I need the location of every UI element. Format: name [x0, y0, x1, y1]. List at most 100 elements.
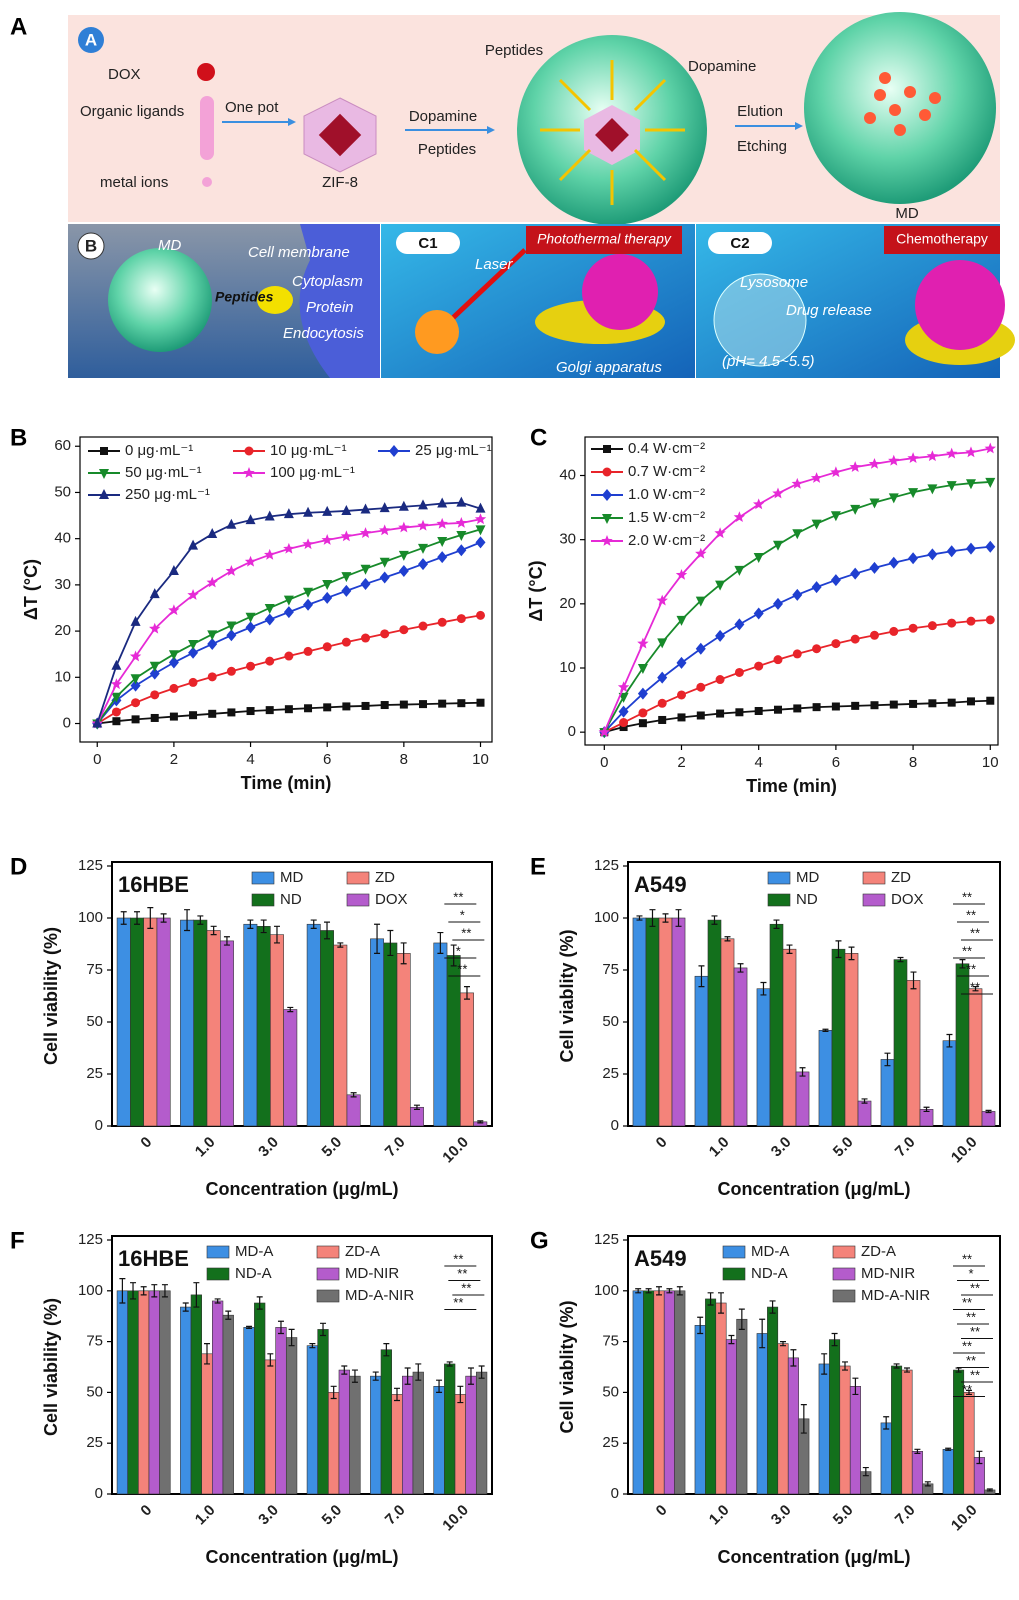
bar: [243, 923, 258, 1127]
y-tick-label: 25: [602, 1434, 619, 1451]
x-tick-label: 7.0: [892, 1502, 919, 1529]
legend-swatch: [767, 893, 791, 907]
marker: [965, 542, 976, 555]
marker: [283, 542, 295, 554]
error-bar: [120, 911, 127, 925]
marker: [284, 705, 293, 714]
metal-icon: [202, 177, 212, 187]
error-bar: [267, 1353, 274, 1367]
marker: [149, 622, 161, 634]
significance: **: [453, 1251, 463, 1266]
error-bar: [287, 1006, 294, 1013]
bar: [212, 1300, 224, 1495]
error-bar: [945, 1447, 952, 1451]
marker: [150, 690, 160, 700]
label: Peptides: [485, 42, 543, 59]
error-bar: [862, 1466, 869, 1477]
marker: [168, 656, 179, 669]
marker: [245, 514, 256, 525]
bar: [402, 1375, 414, 1495]
x-tick-label: 3.0: [255, 1502, 282, 1529]
y-tick-label: 40: [559, 466, 576, 483]
significance: **: [966, 961, 976, 976]
marker: [398, 500, 409, 511]
error-bar: [852, 1377, 859, 1396]
legend-marker: [601, 535, 613, 546]
label: Endocytosis: [283, 325, 364, 342]
bar: [320, 930, 334, 1127]
marker: [322, 642, 332, 652]
error-bar: [848, 946, 855, 961]
legend-marker: [99, 489, 109, 499]
marker: [303, 587, 314, 598]
error-bar: [821, 1353, 828, 1375]
marker: [361, 701, 370, 710]
bar: [465, 1375, 477, 1495]
marker: [716, 709, 725, 718]
x-axis-label: Concentration (μg/mL): [718, 1179, 911, 1199]
legend-swatch: [346, 893, 370, 907]
panel-label: D: [10, 853, 27, 880]
bar: [222, 1314, 234, 1495]
marker: [111, 692, 122, 703]
bar: [409, 1106, 424, 1127]
marker: [773, 705, 782, 714]
marker: [792, 529, 803, 540]
legend-label: MD-A-NIR: [861, 1287, 930, 1304]
error-bar: [861, 1098, 868, 1104]
x-tick-label: 7.0: [382, 1502, 409, 1529]
y-tick-label: 25: [86, 1434, 103, 1451]
marker: [129, 650, 142, 662]
bar: [736, 1318, 748, 1495]
bar: [906, 980, 921, 1127]
panel-label: B: [10, 424, 27, 451]
error-bar: [835, 940, 842, 959]
marker: [792, 649, 802, 659]
panel-label: G: [530, 1227, 549, 1254]
bar: [829, 1339, 841, 1495]
legend-label: ND: [796, 891, 818, 908]
y-tick-label: 0: [63, 714, 71, 731]
significance: **: [970, 925, 980, 940]
marker: [830, 466, 842, 478]
legend-label: ZD: [375, 869, 395, 886]
marker: [475, 502, 486, 513]
marker: [188, 539, 199, 550]
marker: [378, 524, 391, 536]
legend-label: ND-A: [751, 1265, 788, 1282]
marker: [342, 702, 351, 711]
error-bar: [404, 1367, 411, 1385]
error-bar: [966, 1389, 972, 1396]
error-bar: [337, 942, 344, 948]
bar: [891, 1365, 903, 1495]
error-bar: [883, 1416, 890, 1430]
bar: [130, 917, 144, 1127]
x-tick-label: 0: [137, 1502, 155, 1520]
marker: [946, 545, 957, 558]
marker: [436, 517, 448, 529]
marker: [207, 528, 218, 539]
bar: [190, 1294, 202, 1495]
marker: [753, 607, 764, 620]
marker: [304, 704, 313, 713]
bar: [782, 948, 797, 1127]
legend-label: 25 μg·mL⁻¹: [415, 442, 492, 459]
significance: **: [962, 1382, 972, 1397]
marker: [208, 709, 217, 718]
marker: [888, 454, 900, 466]
y-tick-label: 50: [86, 1383, 103, 1400]
legend-label: 10 μg·mL⁻¹: [270, 442, 347, 459]
significance: **: [966, 1309, 976, 1324]
bar: [264, 1359, 276, 1495]
marker: [888, 493, 899, 504]
y-tick-label: 30: [54, 576, 71, 593]
marker: [791, 477, 803, 489]
significance: **: [453, 1295, 463, 1310]
x-tick-label: 10.0: [948, 1134, 981, 1167]
error-bar: [214, 1298, 221, 1304]
bar: [201, 1353, 213, 1495]
label: Elution: [737, 103, 783, 120]
marker: [695, 642, 706, 655]
marker: [618, 705, 629, 718]
panel-label: A: [10, 13, 27, 40]
